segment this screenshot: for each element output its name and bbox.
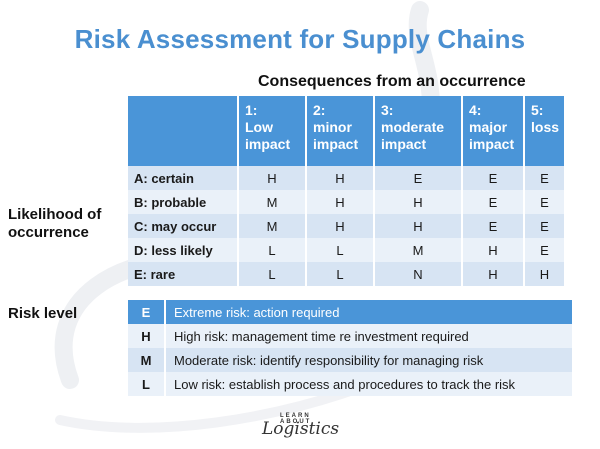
matrix-row: D: less likely L L M H E <box>128 238 564 262</box>
likelihood-label: Likelihood of occurrence <box>8 206 101 242</box>
learn-about-logistics-logo: LEARN ABOUT Logistics <box>262 413 342 443</box>
legend-row: L Low risk: establish process and proced… <box>128 372 572 396</box>
risk-cell: E <box>523 214 564 238</box>
legend-code: E <box>128 300 166 324</box>
column-header: 3: moderate impact <box>373 96 462 166</box>
column-header-line: 5: <box>531 102 544 118</box>
column-header-line: 1: <box>245 102 258 118</box>
column-header-line: impact <box>381 136 427 152</box>
risk-cell: L <box>237 238 306 262</box>
row-label: B: probable <box>128 190 238 214</box>
risk-cell: E <box>461 190 524 214</box>
legend-code: L <box>128 372 166 396</box>
matrix-row: A: certain H H E E E <box>128 166 564 190</box>
matrix-row: B: probable M H H E E <box>128 190 564 214</box>
column-header: 5: loss <box>523 96 564 166</box>
risk-cell: L <box>237 262 306 286</box>
risk-cell: M <box>237 190 306 214</box>
risk-cell: H <box>305 214 374 238</box>
logo-main-text: Logistics <box>262 419 340 439</box>
column-header-line: loss <box>531 119 560 135</box>
risk-cell: H <box>373 190 462 214</box>
column-header-line: minor <box>313 119 352 135</box>
column-header-line: major <box>469 119 508 135</box>
page-title: Risk Assessment for Supply Chains <box>74 24 526 54</box>
risk-matrix: 1: Low impact 2: minor impact 3: moderat… <box>128 96 564 286</box>
risk-cell: E <box>373 166 462 190</box>
risk-cell: H <box>305 166 374 190</box>
risk-legend: E Extreme risk: action required H High r… <box>128 300 572 396</box>
risk-cell: H <box>305 190 374 214</box>
risk-cell: H <box>461 262 524 286</box>
matrix-row: E: rare L L N H H <box>128 262 564 286</box>
row-label: C: may occur <box>128 214 238 238</box>
column-header: 2: minor impact <box>305 96 374 166</box>
column-header-line: 2: <box>313 102 326 118</box>
legend-code: M <box>128 348 166 372</box>
column-header: 1: Low impact <box>237 96 306 166</box>
legend-description: Low risk: establish process and procedur… <box>165 372 572 396</box>
column-header-line: moderate <box>381 119 445 135</box>
likelihood-label-line: occurrence <box>8 224 89 241</box>
risk-cell: M <box>237 214 306 238</box>
legend-row: E Extreme risk: action required <box>128 300 572 324</box>
column-header: 4: major impact <box>461 96 524 166</box>
matrix-row: C: may occur M H H E E <box>128 214 564 238</box>
risk-cell: N <box>373 262 462 286</box>
matrix-subtitle: Consequences from an occurrence <box>258 73 526 90</box>
legend-description: High risk: management time re investment… <box>165 324 572 348</box>
risk-cell: H <box>523 262 564 286</box>
column-header-line: 4: <box>469 102 482 118</box>
risk-cell: E <box>523 190 564 214</box>
risk-cell: L <box>305 262 374 286</box>
row-label: E: rare <box>128 262 238 286</box>
legend-description: Extreme risk: action required <box>165 300 572 324</box>
legend-code: H <box>128 324 166 348</box>
risk-cell: H <box>461 238 524 262</box>
risk-cell: L <box>305 238 374 262</box>
likelihood-label-line: Likelihood of <box>8 206 102 223</box>
risk-cell: E <box>523 238 564 262</box>
legend-row: H High risk: management time re investme… <box>128 324 572 348</box>
risk-cell: E <box>461 214 524 238</box>
row-label: D: less likely <box>128 238 238 262</box>
logo-top-text: LEARN ABOUT <box>280 413 312 425</box>
matrix-header-row: 1: Low impact 2: minor impact 3: moderat… <box>128 96 564 166</box>
risk-cell: M <box>373 238 462 262</box>
risk-cell: H <box>373 214 462 238</box>
risk-level-label: Risk level <box>8 305 78 322</box>
column-header-line: impact <box>245 136 291 152</box>
column-header-line: impact <box>313 136 359 152</box>
matrix-corner <box>128 96 238 166</box>
risk-cell: E <box>523 166 564 190</box>
column-header-line: impact <box>469 136 515 152</box>
column-header-line: Low <box>245 119 273 135</box>
row-label: A: certain <box>128 166 238 190</box>
risk-cell: E <box>461 166 524 190</box>
legend-description: Moderate risk: identify responsibility f… <box>165 348 572 372</box>
legend-row: M Moderate risk: identify responsibility… <box>128 348 572 372</box>
risk-cell: H <box>237 166 306 190</box>
column-header-line: 3: <box>381 102 394 118</box>
